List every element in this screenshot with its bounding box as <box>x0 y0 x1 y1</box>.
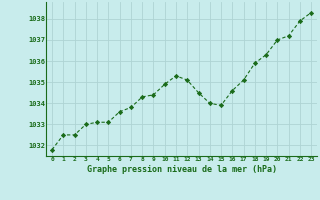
X-axis label: Graphe pression niveau de la mer (hPa): Graphe pression niveau de la mer (hPa) <box>87 165 276 174</box>
